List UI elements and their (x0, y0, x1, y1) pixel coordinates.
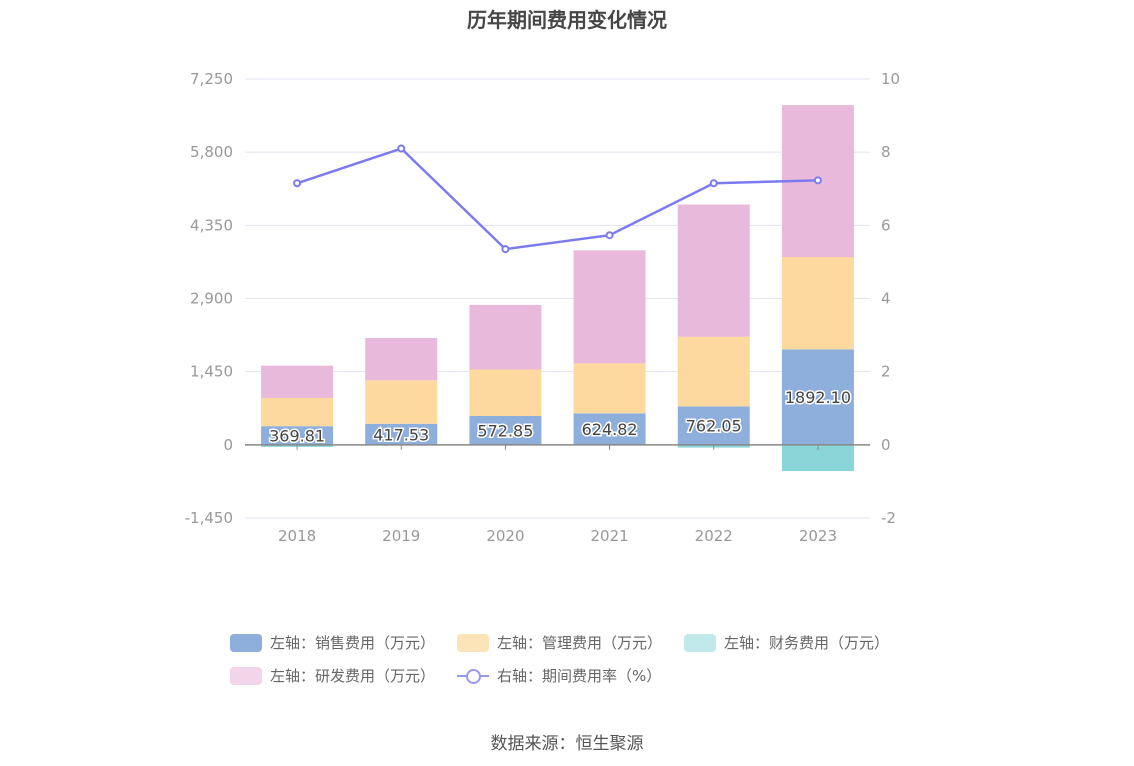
right-tick-label: 8 (881, 143, 891, 161)
legend-swatch-sales (230, 633, 262, 652)
bar-admin (365, 380, 438, 424)
left-tick-label: 1,450 (190, 363, 233, 381)
x-tick-label: 2019 (382, 527, 420, 545)
bar-rnd (573, 250, 646, 364)
bar-rnd (261, 365, 334, 398)
legend-item-sales[interactable]: 左轴：销售费用（万元） (230, 632, 435, 653)
rate-point (501, 245, 510, 254)
bar-admin (573, 363, 646, 414)
legend-item-finance[interactable]: 左轴：财务费用（万元） (684, 632, 889, 653)
right-tick-label: 6 (881, 216, 891, 234)
bar-data-label: 1892.10 (785, 388, 851, 407)
rate-point (293, 179, 302, 188)
chart-title: 历年期间费用变化情况 (467, 8, 667, 32)
left-tick-label: 5,800 (190, 143, 233, 161)
x-tick-label: 2022 (695, 527, 733, 545)
rate-point (605, 231, 614, 240)
bar-data-label: 572.85 (477, 421, 533, 440)
gridlines (245, 78, 870, 519)
right-axis-ticks: 10 8 6 4 2 0 -2 (881, 70, 900, 527)
legend-item-rnd[interactable]: 左轴：研发费用（万元） (230, 665, 435, 686)
bar-sales (781, 349, 854, 445)
rate-line-series (293, 144, 822, 254)
rate-point (397, 144, 406, 153)
bar-sales (573, 413, 646, 445)
right-tick-label: 10 (881, 70, 900, 88)
left-tick-label: 2,900 (190, 290, 233, 308)
data-source: 数据来源：恒生聚源 (490, 734, 644, 754)
bar-data-label: 624.82 (582, 420, 638, 439)
legend-swatch-rnd (230, 666, 262, 685)
bar-sales (469, 415, 542, 445)
rate-line (296, 147, 818, 251)
legend-item-rate[interactable]: 右轴：期间费用率（%） (457, 665, 661, 686)
bar-admin (261, 397, 334, 427)
rate-point (709, 179, 718, 188)
x-tick-label: 2020 (486, 527, 524, 545)
legend-swatch-admin (457, 633, 490, 652)
bar-series (261, 105, 854, 472)
left-tick-label: 0 (223, 436, 233, 454)
bar-labels: 369.81 417.53 572.85 624.82 762.05 1892.10 (268, 387, 853, 447)
right-tick-label: 2 (881, 363, 891, 381)
zero-axis (245, 444, 870, 450)
legend-item-admin[interactable]: 左轴：管理费用（万元） (457, 632, 662, 653)
bar-admin (781, 257, 854, 350)
legend-row-1: 左轴：销售费用（万元） 左轴：管理费用（万元） 左轴：财务费用（万元） (230, 632, 911, 653)
bar-admin (677, 336, 750, 407)
left-axis-ticks: 7,250 5,800 4,350 2,900 1,450 0 -1,450 (185, 70, 233, 527)
legend-label-finance: 左轴：财务费用（万元） (724, 634, 890, 652)
bar-sales (365, 423, 438, 445)
right-tick-label: 0 (881, 436, 891, 454)
bar-admin (469, 369, 542, 416)
rate-point (813, 176, 822, 185)
legend-label-rnd: 左轴：研发费用（万元） (270, 667, 436, 685)
right-tick-label: -2 (881, 509, 896, 527)
bar-data-label: 762.05 (686, 417, 742, 436)
legend-swatch-finance (684, 633, 717, 652)
legend-label-rate: 右轴：期间费用率（%） (497, 667, 662, 685)
bar-data-label: 369.81 (269, 427, 325, 446)
bar-rnd (469, 304, 542, 370)
x-tick-label: 2021 (590, 527, 628, 545)
bar-rnd (365, 337, 438, 381)
bar-sales (677, 406, 750, 445)
legend-label-sales: 左轴：销售费用（万元） (270, 634, 436, 652)
x-tick-label: 2018 (278, 527, 316, 545)
legend-line-marker-icon (457, 667, 490, 685)
legend-row-2: 左轴：研发费用（万元） 右轴：期间费用率（%） (230, 665, 683, 686)
legend-label-admin: 左轴：管理费用（万元） (497, 634, 663, 652)
bar-sales (261, 426, 334, 445)
x-tick-label: 2023 (799, 527, 837, 545)
x-axis-ticks: 2018 2019 2020 2021 2022 2023 (278, 527, 837, 545)
left-tick-label: -1,450 (185, 509, 233, 527)
bar-data-label: 417.53 (373, 425, 429, 444)
bar-rnd (677, 204, 750, 337)
right-tick-label: 4 (881, 290, 891, 308)
left-tick-label: 4,350 (190, 216, 233, 234)
left-tick-label: 7,250 (190, 70, 233, 88)
